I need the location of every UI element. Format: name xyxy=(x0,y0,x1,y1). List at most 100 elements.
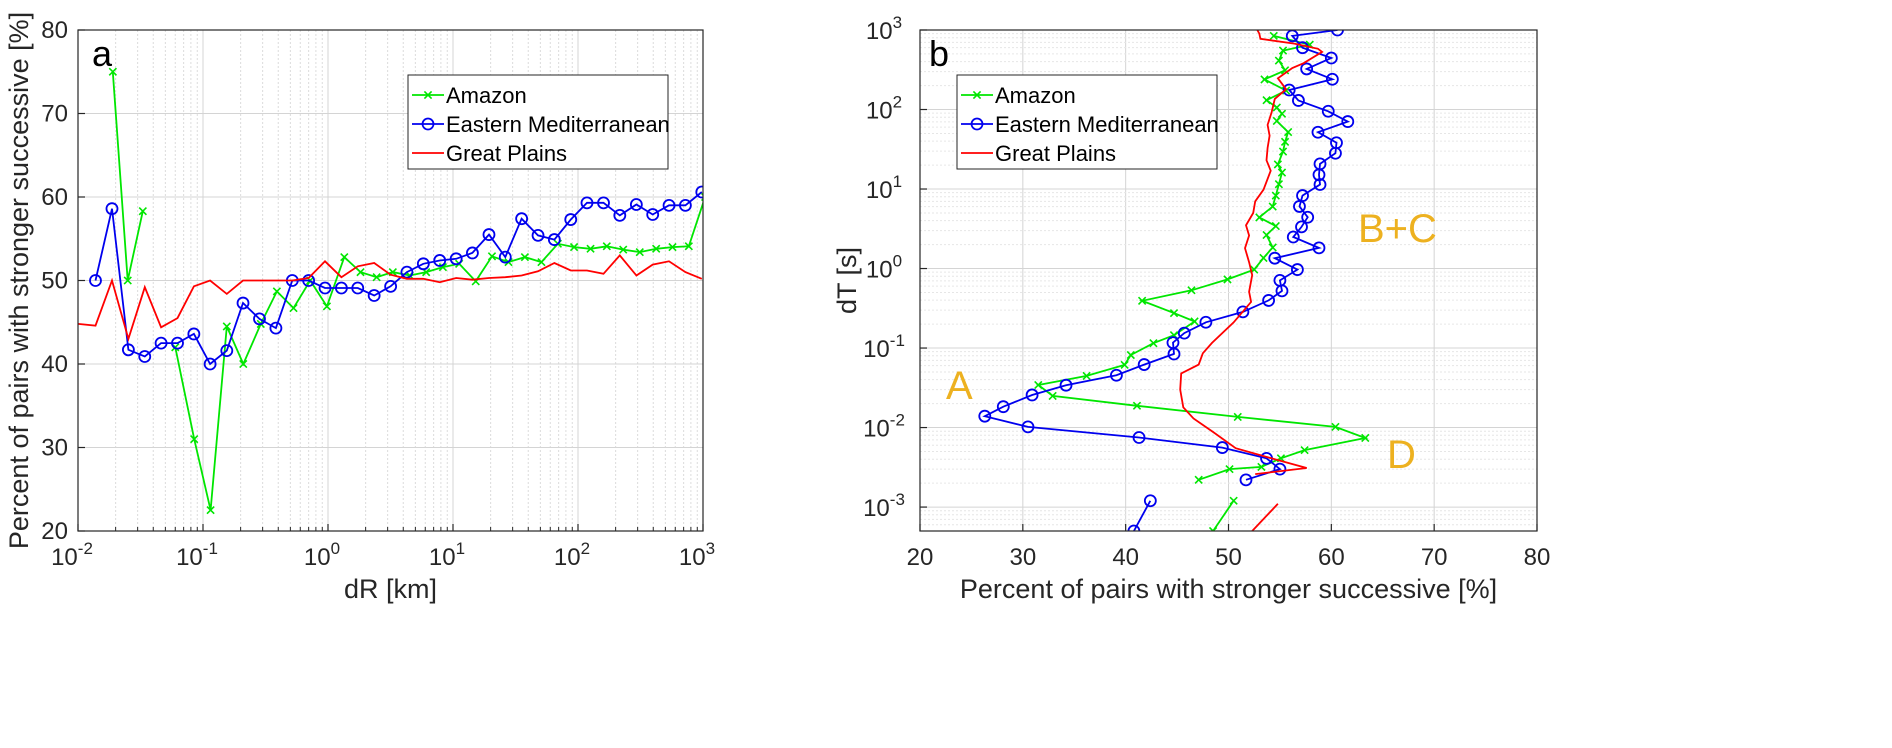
data-point xyxy=(105,202,119,216)
y-tick-label: 60 xyxy=(41,184,68,211)
data-point xyxy=(1126,350,1135,360)
legend-marker xyxy=(970,117,984,131)
data-point xyxy=(1324,51,1338,65)
data-point xyxy=(171,336,184,350)
legend-label: Eastern Mediterranean xyxy=(446,112,670,137)
data-point xyxy=(537,257,546,267)
data-point xyxy=(1274,180,1284,189)
x-tick-label: 70 xyxy=(1421,544,1448,571)
data-point xyxy=(1296,189,1309,202)
data-point xyxy=(1313,178,1327,191)
data-point xyxy=(1361,433,1370,443)
data-point xyxy=(586,244,595,253)
data-point xyxy=(236,296,250,310)
data-point xyxy=(121,343,135,357)
data-point xyxy=(1278,147,1288,156)
legend-item: Eastern Mediterranean xyxy=(412,112,670,137)
data-point xyxy=(635,247,644,257)
legend-label: Great Plains xyxy=(446,141,567,166)
data-point xyxy=(515,212,529,226)
panel-b: 20 30 40 50 60 70 80 10-3 10-2 10-1 100 101 102 103 Pe… xyxy=(832,13,1550,604)
data-point xyxy=(416,257,430,271)
legend-label: Great Plains xyxy=(995,141,1116,166)
panel-letter: a xyxy=(92,33,113,74)
data-point xyxy=(520,252,530,262)
series-line xyxy=(1179,30,1324,475)
data-point xyxy=(597,196,610,210)
data-point xyxy=(222,322,231,331)
series-group xyxy=(978,30,1370,531)
data-point xyxy=(1021,420,1035,434)
y-tick-label: 101 xyxy=(866,172,902,204)
panel-a: 10-2 10-1 100 101 102 103 20 30 40 50 60 70 80 dR [km… xyxy=(4,12,715,604)
data-point xyxy=(206,505,215,515)
data-point xyxy=(1271,221,1280,231)
x-tick-label: 50 xyxy=(1215,544,1242,571)
data-point xyxy=(1290,263,1304,276)
data-point xyxy=(449,252,463,266)
x-tick-label: 80 xyxy=(1524,544,1551,571)
data-point xyxy=(678,198,692,212)
data-point xyxy=(1325,72,1339,86)
data-point xyxy=(400,265,414,279)
series-line xyxy=(1251,503,1279,531)
data-point xyxy=(1169,308,1179,318)
data-point xyxy=(1190,317,1199,326)
data-point xyxy=(547,233,561,246)
data-point xyxy=(482,228,496,241)
data-point xyxy=(569,242,579,252)
y-tick-label: 80 xyxy=(41,17,68,44)
data-point xyxy=(695,185,703,199)
data-point xyxy=(433,254,447,267)
data-point xyxy=(1341,115,1355,128)
data-point xyxy=(1280,137,1290,147)
data-point xyxy=(531,229,545,242)
data-point xyxy=(1187,286,1196,295)
y-tick-label: 102 xyxy=(866,93,902,125)
data-point xyxy=(1277,168,1287,177)
x-axis-label: Percent of pairs with stronger successiv… xyxy=(960,574,1497,604)
x-tick-label: 103 xyxy=(679,539,715,571)
data-point xyxy=(1269,31,1278,41)
data-point xyxy=(1296,41,1309,55)
data-point xyxy=(1194,475,1203,485)
legend-item: Eastern Mediterranean xyxy=(961,112,1219,137)
data-point xyxy=(1292,94,1305,107)
data-point xyxy=(580,196,594,210)
data-point xyxy=(1177,326,1191,340)
y-tick-label: 40 xyxy=(41,351,68,378)
data-point xyxy=(1268,251,1282,265)
x-tick-label: 30 xyxy=(1009,544,1036,571)
data-point xyxy=(340,252,349,262)
x-tick-label: 10-1 xyxy=(176,539,218,571)
data-point xyxy=(108,67,118,76)
data-point xyxy=(662,198,676,212)
data-point xyxy=(1120,360,1129,370)
data-point xyxy=(1262,96,1271,105)
data-point xyxy=(1273,160,1283,169)
data-point xyxy=(651,244,661,253)
data-point xyxy=(372,272,381,282)
legend-box xyxy=(407,74,669,170)
data-point xyxy=(1166,336,1180,350)
data-point xyxy=(1257,462,1266,472)
data-point xyxy=(1321,104,1335,118)
data-point xyxy=(190,434,199,444)
data-point xyxy=(1295,220,1308,234)
data-point xyxy=(123,276,132,285)
data-point xyxy=(619,245,628,254)
data-point xyxy=(187,327,201,341)
y-tick-label: 50 xyxy=(41,268,68,295)
data-point xyxy=(1025,388,1039,402)
series-great-plains xyxy=(1179,30,1324,531)
legend-label: Eastern Mediterranean xyxy=(995,112,1219,137)
data-point xyxy=(978,409,992,423)
data-point xyxy=(602,242,611,251)
annotation-label: A xyxy=(946,364,973,408)
data-point xyxy=(1300,445,1309,455)
data-point xyxy=(335,281,348,295)
data-point xyxy=(438,262,448,272)
x-tick-label: 60 xyxy=(1318,544,1345,571)
data-point xyxy=(1082,371,1091,381)
